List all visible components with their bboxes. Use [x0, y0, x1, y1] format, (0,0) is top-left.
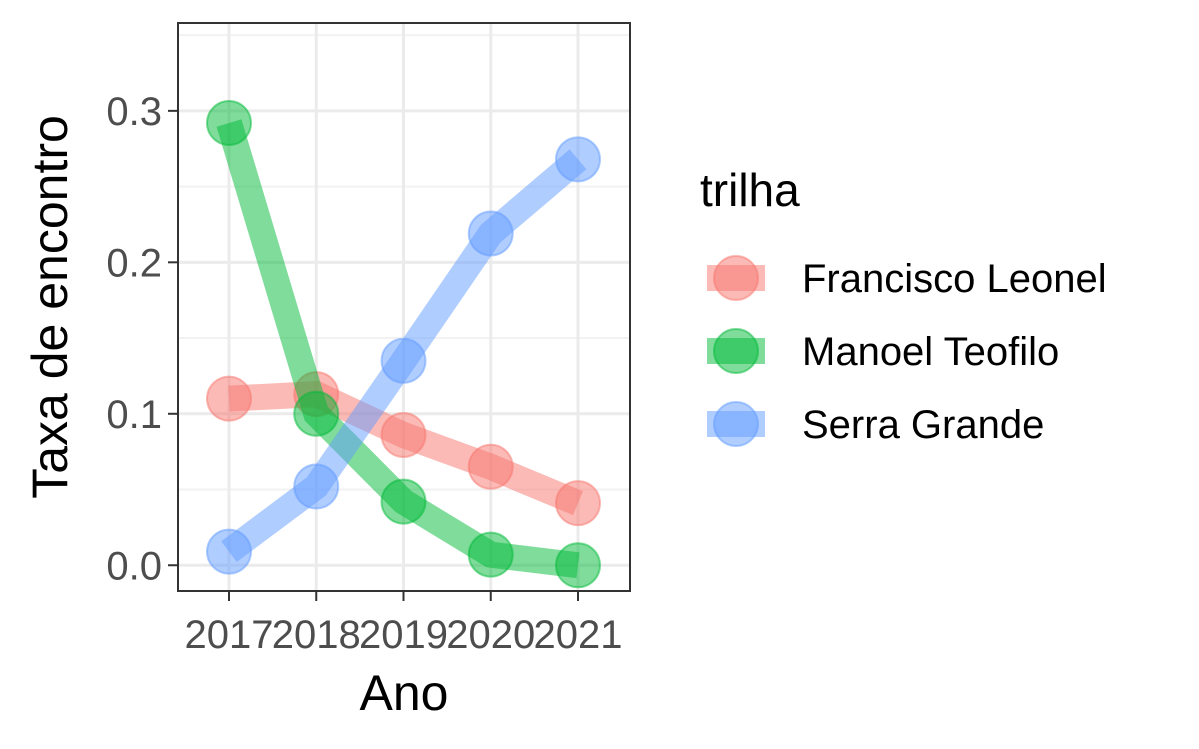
data-point [467, 531, 514, 578]
y-tick-label: 0.2 [106, 241, 162, 285]
data-point [206, 99, 252, 146]
y-tick-label: 0.1 [106, 393, 162, 437]
legend: trilha Francisco Leonel Manoel Teofilo Ser… [700, 164, 1107, 447]
legend-item: Francisco Leonel [707, 255, 1107, 301]
y-tick-label: 0.0 [106, 544, 162, 588]
data-point [467, 210, 514, 257]
legend-title: trilha [700, 164, 800, 216]
data-point [555, 542, 601, 589]
data-point [206, 528, 252, 575]
data-point [380, 478, 427, 525]
legend-key-point [713, 328, 759, 374]
legend-item: Manoel Teofilo [707, 328, 1059, 374]
data-point [467, 443, 514, 490]
data-point [206, 375, 252, 422]
legend-key-point [713, 401, 759, 447]
legend-label: Francisco Leonel [802, 257, 1107, 301]
legend-key-point [713, 255, 759, 301]
x-tick-label: 2017 [185, 613, 274, 657]
data-point [380, 411, 427, 458]
x-tick-label: 2020 [446, 613, 535, 657]
data-point [293, 390, 340, 437]
y-axis: 0.0 0.1 0.2 0.3 [106, 90, 178, 588]
series-serra-grande [206, 136, 601, 575]
series-layer [206, 99, 601, 589]
legend-item: Serra Grande [707, 401, 1044, 447]
series-manoel-teofilo [206, 99, 601, 589]
data-point [555, 136, 601, 183]
x-tick-label: 2021 [534, 613, 623, 657]
y-tick-label: 0.3 [106, 90, 162, 134]
data-point [380, 337, 427, 384]
legend-label: Manoel Teofilo [802, 330, 1059, 374]
x-tick-label: 2019 [359, 613, 448, 657]
data-point [293, 463, 340, 510]
x-tick-label: 2018 [272, 613, 361, 657]
legend-label: Serra Grande [802, 403, 1044, 447]
x-axis-title: Ano [360, 665, 449, 721]
data-point [555, 480, 601, 527]
y-axis-title: Taxa de encontro [22, 115, 78, 499]
